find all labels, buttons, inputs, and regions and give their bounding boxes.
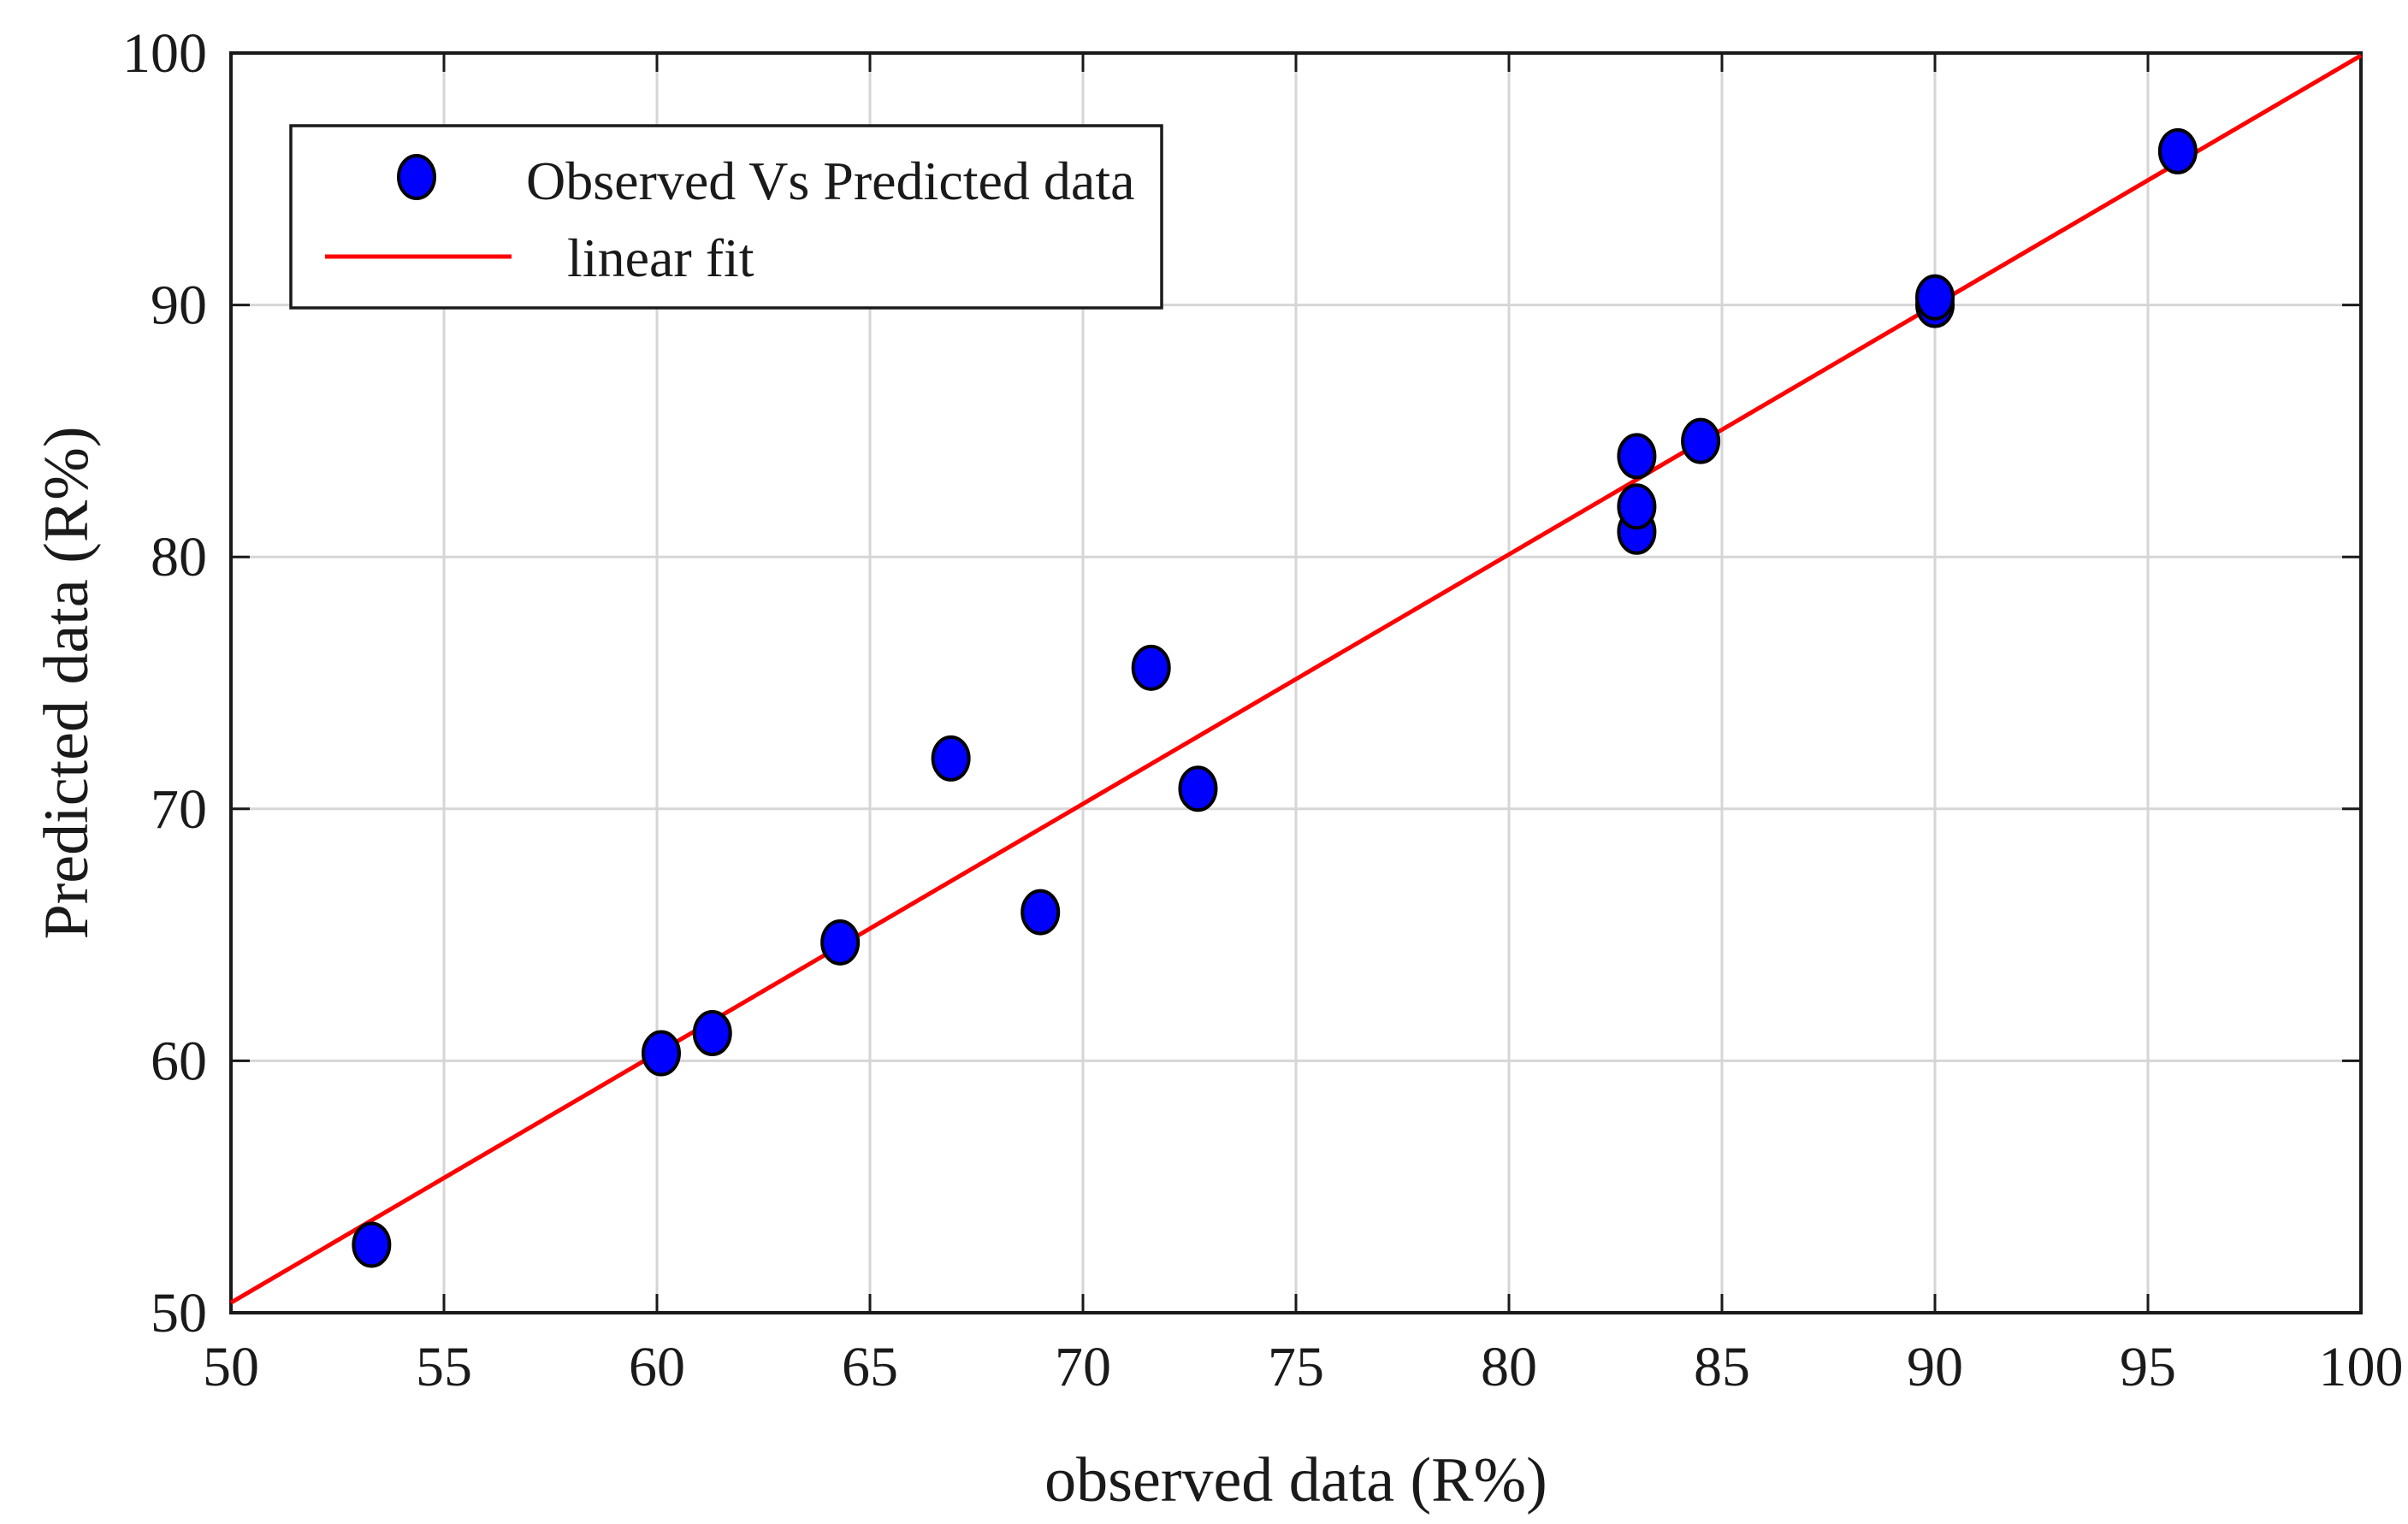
linear-fit-line	[229, 53, 2363, 1305]
data-point	[820, 919, 861, 966]
y-tick-label: 100	[122, 22, 207, 85]
y-tick-label: 70	[151, 778, 207, 841]
x-tick-label: 85	[1694, 1336, 1750, 1398]
data-point	[1617, 483, 1657, 530]
y-axis-tick-labels: 50 60 70 80 90 100	[122, 22, 207, 1344]
plot-frame	[229, 51, 2363, 1314]
data-point	[641, 1030, 681, 1077]
x-tick-label: 55	[416, 1336, 472, 1398]
y-tick-label: 80	[151, 526, 207, 588]
y-tick-label: 90	[151, 275, 207, 337]
x-axis-label: observed data (R%)	[1044, 1445, 1547, 1515]
legend-box	[289, 124, 1163, 310]
data-point	[1915, 274, 1955, 321]
x-axis-tick-labels: 50 55 60 65 70 75 80 85 90 95 100	[203, 1336, 2404, 1398]
y-axis-label: Predicted data (R%)	[32, 427, 102, 940]
axis-ticks	[229, 51, 2363, 1314]
data-point	[1681, 417, 1721, 464]
x-tick-label: 65	[842, 1336, 898, 1398]
data-point	[352, 1221, 392, 1268]
y-tick-label: 60	[151, 1030, 207, 1092]
x-tick-label: 90	[1907, 1336, 1963, 1398]
data-point	[692, 1009, 732, 1056]
y-tick-label: 50	[151, 1282, 207, 1344]
legend-entry-scatter: Observed Vs Predicted data	[526, 151, 1135, 211]
data-points-layer	[352, 127, 2198, 1268]
legend-marker-icon	[397, 154, 436, 200]
data-point	[1021, 889, 1061, 936]
data-point	[1178, 765, 1218, 812]
data-point	[931, 735, 971, 782]
x-tick-label: 60	[629, 1336, 685, 1398]
x-tick-label: 95	[2120, 1336, 2176, 1398]
data-point	[1131, 644, 1171, 691]
x-tick-label: 50	[203, 1336, 259, 1398]
legend: Observed Vs Predicted data linear fit	[289, 124, 1163, 310]
linear-fit-layer	[229, 53, 2363, 1305]
x-tick-label: 75	[1268, 1336, 1324, 1398]
x-tick-label: 100	[2319, 1336, 2404, 1398]
data-point	[2157, 127, 2198, 174]
x-tick-label: 80	[1481, 1336, 1537, 1398]
data-point	[1617, 433, 1657, 480]
legend-entry-fit: linear fit	[567, 227, 754, 288]
x-tick-label: 70	[1055, 1336, 1111, 1398]
